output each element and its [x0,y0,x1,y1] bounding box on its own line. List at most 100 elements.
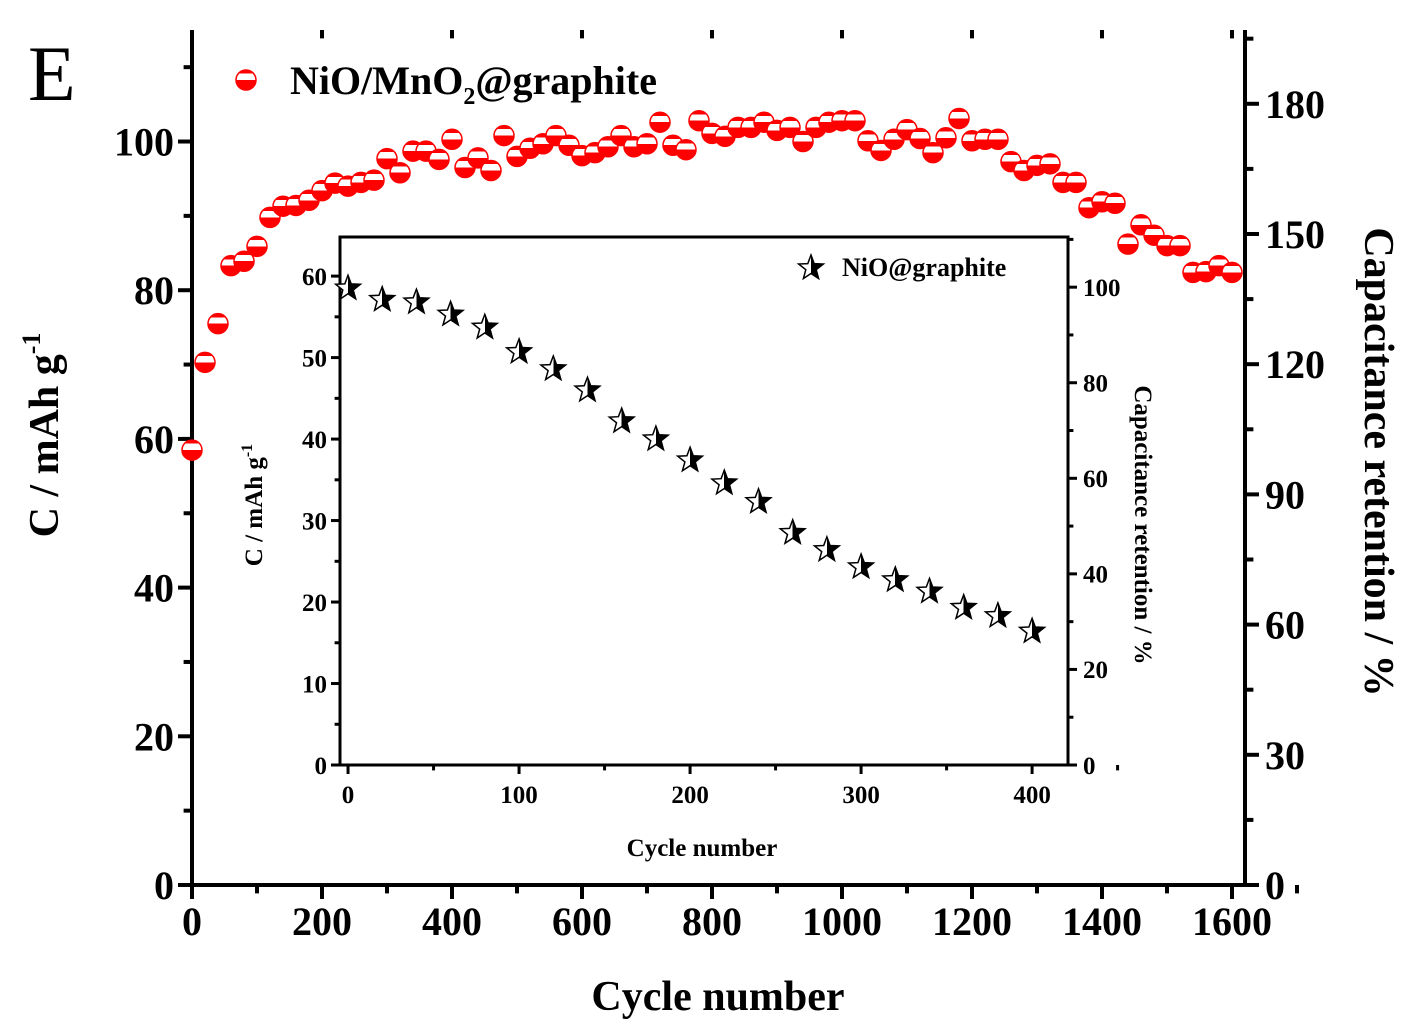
x-tick-label: 800 [682,899,742,944]
y2-tick-label: 80 [1083,370,1108,397]
data-point [641,423,671,452]
y-tick-label: 0 [315,753,328,780]
x-tick-label: 300 [842,782,880,809]
data-point [467,147,489,169]
data-point [363,169,385,191]
data-point [1117,233,1139,255]
data-point [909,127,931,150]
y-tick-label: 40 [302,427,327,454]
data-point [607,405,637,434]
y-tick-label: 30 [302,508,327,535]
data-point [367,284,397,313]
data-point [181,439,203,461]
data-point [573,375,602,403]
data-point [1017,616,1047,644]
data-point [949,592,979,621]
data-point [493,124,515,147]
y-tick-label: 20 [134,714,174,759]
data-point [915,576,944,604]
y2-tick-label: 0 [1083,753,1096,780]
y2-tick-label: 30 [1265,733,1305,778]
data-point [470,312,500,340]
main-plot: 0 200 400 600 800 1000 1200 1400 160002040608010… [114,30,1325,944]
legend-label-inset: NiO@graphite [842,253,1006,282]
data-point [935,127,957,149]
y-tick-label: 80 [134,268,174,313]
inset-plot: 0 100 200 300 400 0 10 20 30 40 50 60 0 20 40 60 80 100 [302,235,1121,809]
y2-tick-label: 0 [1265,863,1285,908]
x-axis-label: Cycle number [591,974,844,1020]
x-tick-label: 200 [671,782,709,809]
y-tick-label: 0 [154,863,174,908]
data-point [428,148,450,171]
x-tick-label: 400 [422,899,482,944]
x-tick-label: 1000 [802,899,882,944]
data-point [846,551,876,580]
y2-axis-label: Capacitance retention / % [1355,227,1401,696]
data-point [376,147,398,170]
x-tick-label: 400 [1013,782,1051,809]
data-point [333,273,363,301]
y-tick-label: 60 [134,417,174,462]
data-point [402,287,431,315]
main-legend: NiO/MnO2@graphite [235,58,657,110]
panel-label: E [28,30,76,117]
inset-legend: NiO@graphite [796,252,1006,282]
y-tick-label: 60 [302,264,327,291]
axes-frame [338,235,1070,767]
y2-tick-label: 60 [1265,603,1305,648]
data-point [1169,234,1191,257]
x-tick-label: 1400 [1062,899,1142,944]
data-point [744,486,773,515]
data-point [233,250,255,272]
data-point [194,351,216,374]
data-point [436,299,466,327]
data-point [636,133,658,155]
y2-tick-label: 90 [1265,472,1305,517]
data-point [504,336,534,365]
inset-y2-axis-label: Capacitance retention / % [1129,385,1156,664]
x-tick-label: 1200 [932,899,1012,944]
data-point [922,141,944,164]
y2-tick-label: 20 [1083,657,1108,684]
data-point [779,116,801,139]
y2-tick-label: 150 [1265,212,1325,257]
inset-x-axis-label: Cycle number [627,835,778,862]
data-point [792,130,814,153]
y2-tick-label: 180 [1265,82,1325,127]
y2-tick-label: 60 [1083,466,1108,493]
y-tick-label: 50 [302,345,327,372]
legend-label-main: NiO/MnO2@graphite [290,58,657,110]
data-point [207,312,229,335]
data-point [880,564,910,593]
x-tick-label: 600 [552,899,612,944]
data-point [987,128,1009,151]
data-point [675,138,697,161]
y-tick-label: 100 [114,120,174,165]
data-point [709,467,739,496]
data-point [1039,153,1061,175]
data-point [480,159,502,182]
legend-marker-circle [235,69,257,91]
data-point [649,111,671,133]
data-point [246,235,268,258]
data-point [389,161,411,184]
data-point [948,107,970,130]
inset-y-axis-label: C / mAh g-1 [239,444,268,566]
x-tick-label: 200 [292,899,352,944]
data-point [688,109,710,132]
x-tick-label: 1600 [1192,899,1272,944]
data-point [675,445,705,473]
y2-tick-label: 120 [1265,342,1325,387]
data-point [844,109,866,132]
x-tick-label: 0 [182,899,202,944]
y-tick-label: 20 [302,590,327,617]
y2-tick-label: 40 [1083,562,1108,589]
data-point [1104,192,1126,214]
data-point [1221,261,1243,284]
data-point [983,600,1013,629]
data-point [1065,171,1087,194]
x-tick-label: 100 [500,782,538,809]
y-tick-label: 10 [302,671,327,698]
